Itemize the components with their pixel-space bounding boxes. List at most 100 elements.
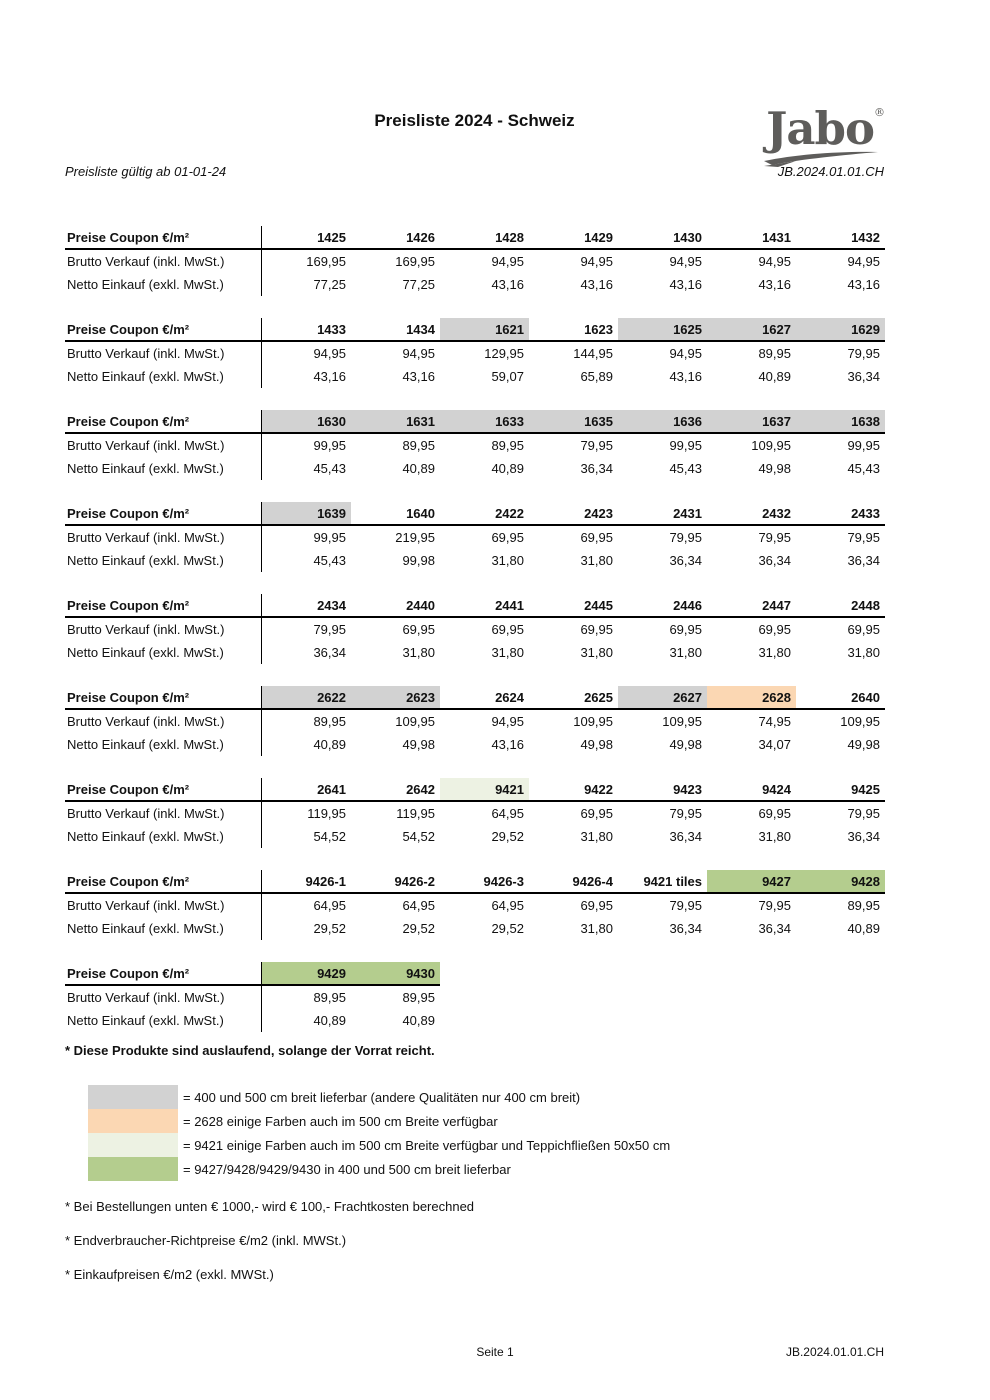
coupon-code-cell: 2423: [584, 506, 613, 521]
price-cell: 119,95: [396, 806, 435, 821]
price-cell: 94,95: [402, 346, 435, 361]
coupon-code-cell: 9423: [673, 782, 702, 797]
gray-swatch: [88, 1085, 178, 1109]
price-cell: 29,52: [491, 921, 524, 936]
price-cell: 99,95: [669, 438, 702, 453]
coupon-code-cell: 9424: [762, 782, 791, 797]
price-cell: 69,95: [847, 622, 880, 637]
price-cell: 89,95: [758, 346, 791, 361]
price-cell: 144,95: [573, 346, 613, 361]
footnote: * Bei Bestellungen unten € 1000,- wird €…: [65, 1199, 475, 1214]
legend-row: = 400 und 500 cm breit lieferbar (andere…: [88, 1085, 670, 1109]
price-cell: 79,95: [669, 806, 702, 821]
price-cell: 36,34: [847, 829, 880, 844]
price-cell: 49,98: [669, 737, 702, 752]
row-label: Netto Einkauf (exkl. MwSt.): [65, 733, 262, 756]
table-row: Brutto Verkauf (inkl. MwSt.) 64,95 64,95 64…: [65, 894, 885, 917]
doc-code-footer: JB.2024.01.01.CH: [785, 1345, 884, 1359]
coupon-code-cell: 9426-4: [572, 874, 613, 889]
row-label: Netto Einkauf (exkl. MwSt.): [65, 917, 262, 940]
row-label: Netto Einkauf (exkl. MwSt.): [65, 549, 262, 572]
price-cell: 54,52: [313, 829, 346, 844]
legend-row: = 2628 einige Farben auch im 500 cm Brei…: [88, 1109, 670, 1133]
price-cell: 31,80: [491, 645, 524, 660]
price-cell: 119,95: [307, 806, 346, 821]
price-cell: 79,95: [758, 530, 791, 545]
coupon-code-cell: 2627: [618, 686, 707, 708]
price-cell: 43,16: [580, 277, 613, 292]
coupon-code-cell: 9421: [440, 778, 529, 800]
price-tables: Preise Coupon €/m² 1425 1426 1428 1429 1430 14…: [65, 226, 885, 1054]
price-cell: 49,98: [847, 737, 880, 752]
row-label: Brutto Verkauf (inkl. MwSt.): [65, 710, 262, 733]
price-cell: 64,95: [491, 806, 524, 821]
coupon-code-cell: 1621: [440, 318, 529, 340]
price-cell: 69,95: [580, 530, 613, 545]
table-row: Brutto Verkauf (inkl. MwSt.) 79,95 69,95 69…: [65, 618, 885, 641]
coupon-code-cell: 1426: [406, 230, 435, 245]
coupon-code-cell: 9428: [796, 870, 885, 892]
coupon-code-cell: 2441: [495, 598, 524, 613]
row-label: Preise Coupon €/m²: [65, 502, 262, 524]
legend-label: = 2628 einige Farben auch im 500 cm Brei…: [183, 1113, 498, 1129]
coupon-code-cell: 9430: [351, 962, 440, 984]
doc-code-header: JB.2024.01.01.CH: [777, 164, 884, 179]
price-cell: 69,95: [580, 898, 613, 913]
legend-row: = 9421 einige Farben auch im 500 cm Brei…: [88, 1133, 670, 1157]
table-row: Netto Einkauf (exkl. MwSt.) 45,43 99,98 31,…: [65, 549, 885, 572]
coupon-code-cell: 1629: [796, 318, 885, 340]
price-cell: 59,07: [491, 369, 524, 384]
coupon-code-cell: 1425: [317, 230, 346, 245]
price-cell: 69,95: [580, 806, 613, 821]
price-cell: 49,98: [580, 737, 613, 752]
price-cell: 79,95: [580, 438, 613, 453]
coupon-code-cell: 1638: [796, 410, 885, 432]
coupon-code-cell: 2447: [762, 598, 791, 613]
coupon-code-cell: 9426-1: [305, 874, 346, 889]
table-row: Netto Einkauf (exkl. MwSt.) 36,34 31,80 31,…: [65, 641, 885, 664]
price-cell: 109,95: [395, 714, 435, 729]
footnotes: * Bei Bestellungen unten € 1000,- wird €…: [65, 1190, 474, 1292]
footnote: * Endverbraucher-Richtpreise €/m2 (inkl.…: [65, 1233, 347, 1248]
coupon-code-cell: 9425: [851, 782, 880, 797]
coupon-code-cell: 1636: [618, 410, 707, 432]
coupon-code-cell: 1627: [707, 318, 796, 340]
coupon-code-cell: 2642: [406, 782, 435, 797]
price-table: Preise Coupon €/m² 1425 1426 1428 1429 1430 14…: [65, 226, 885, 296]
table-header-row: Preise Coupon €/m² 2641 2642 9421 9422 9423 94…: [65, 778, 885, 802]
coupon-code-cell: 9427: [707, 870, 796, 892]
price-cell: 31,80: [669, 645, 702, 660]
price-cell: 40,89: [313, 1013, 346, 1028]
price-cell: 89,95: [847, 898, 880, 913]
price-cell: 49,98: [402, 737, 435, 752]
table-header-row: Preise Coupon €/m² 1630 1631 1633 1635 1636 16…: [65, 410, 885, 434]
document-meta: Preisliste gültig ab 01-01-24 JB.2024.01…: [65, 164, 884, 179]
row-label: Brutto Verkauf (inkl. MwSt.): [65, 434, 262, 457]
row-label: Brutto Verkauf (inkl. MwSt.): [65, 526, 262, 549]
coupon-code-cell: 2431: [673, 506, 702, 521]
price-table: Preise Coupon €/m² 1630 1631 1633 1635 1636 16…: [65, 410, 885, 480]
price-cell: 64,95: [402, 898, 435, 913]
price-cell: 40,89: [402, 1013, 435, 1028]
price-cell: 36,34: [580, 461, 613, 476]
legend-label: = 9427/9428/9429/9430 in 400 und 500 cm …: [183, 1161, 511, 1177]
coupon-code-cell: 2448: [851, 598, 880, 613]
price-cell: 31,80: [758, 645, 791, 660]
coupon-code-cell: 2440: [406, 598, 435, 613]
coupon-code-cell: 9426-3: [483, 874, 524, 889]
price-cell: 43,16: [491, 277, 524, 292]
coupon-code-cell: 9426-2: [394, 874, 435, 889]
coupon-code-cell: 1432: [851, 230, 880, 245]
coupon-code-cell: 1631: [351, 410, 440, 432]
price-cell: 99,95: [313, 438, 346, 453]
price-cell: 69,95: [491, 530, 524, 545]
legend-label: = 400 und 500 cm breit lieferbar (andere…: [183, 1089, 581, 1105]
logo-swoosh-icon: [764, 151, 878, 167]
price-cell: 169,95: [395, 254, 435, 269]
price-cell: 40,89: [313, 737, 346, 752]
row-label: Preise Coupon €/m²: [65, 226, 262, 248]
price-cell: 79,95: [847, 346, 880, 361]
price-cell: 94,95: [580, 254, 613, 269]
price-cell: 49,98: [758, 461, 791, 476]
price-cell: 99,95: [847, 438, 880, 453]
